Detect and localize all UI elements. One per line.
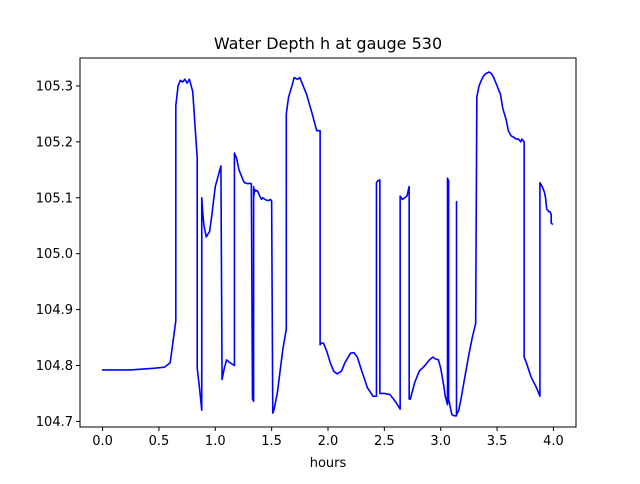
x-tick-label: 4.0	[543, 434, 564, 449]
y-tick-label: 104.9	[36, 303, 73, 318]
y-tick-label: 105.0	[36, 247, 73, 262]
series-line-0	[101, 71, 554, 417]
x-tick-label: 3.5	[487, 434, 508, 449]
x-axis-ticks: 0.0 0.5 1.0 1.5 2.0 2.5 3.0 3.5 4.0	[92, 427, 564, 449]
x-tick-label: 0.0	[92, 434, 113, 449]
y-tick-label: 105.1	[36, 191, 73, 206]
x-tick-label: 2.5	[374, 434, 395, 449]
x-tick-label: 2.0	[318, 434, 339, 449]
y-axis-ticks: 104.7 104.8 104.9 105.0 105.1 105.2 105.3	[36, 79, 80, 430]
y-tick-label: 104.7	[36, 415, 73, 430]
x-tick-label: 1.5	[261, 434, 282, 449]
x-tick-label: 1.0	[205, 434, 226, 449]
y-tick-label: 105.2	[36, 135, 73, 150]
plot-area	[101, 71, 554, 417]
x-tick-label: 0.5	[149, 434, 170, 449]
y-tick-label: 105.3	[36, 79, 73, 94]
x-tick-label: 3.0	[430, 434, 451, 449]
y-tick-label: 104.8	[36, 359, 73, 374]
axes-frame	[79, 57, 577, 428]
chart-title: Water Depth h at gauge 530	[214, 34, 442, 53]
x-axis-label: hours	[310, 456, 347, 471]
